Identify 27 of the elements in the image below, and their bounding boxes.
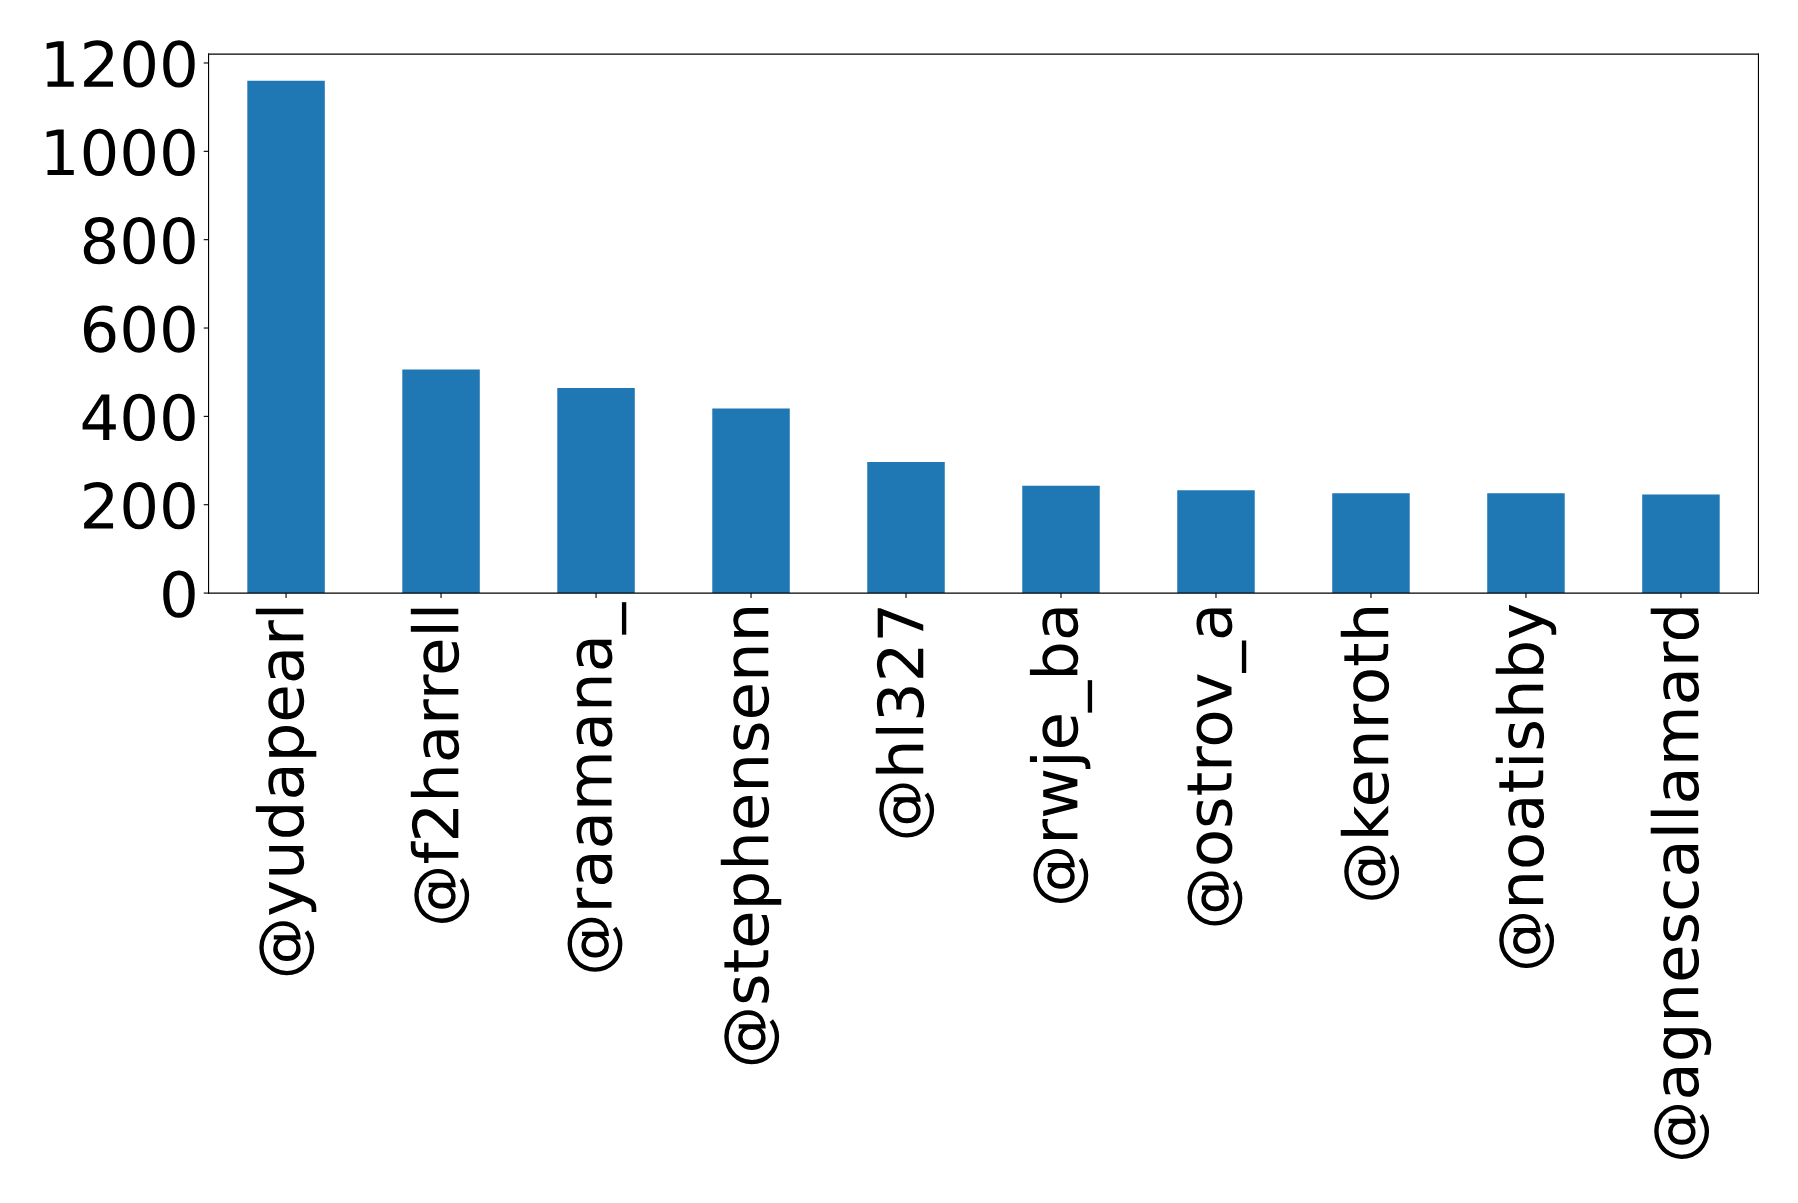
y-tick-label: 600	[83, 305, 195, 353]
bar	[402, 369, 480, 594]
x-tick-label: @rwje_ba	[1029, 608, 1093, 904]
x-tick-label: @f2harrell	[410, 608, 470, 923]
x-tick-label: @agnescallamard	[1650, 608, 1712, 1159]
y-tick-label: 1200	[46, 40, 195, 88]
bar	[557, 388, 635, 594]
x-tick-label: @stephensenn	[720, 608, 782, 1065]
bar	[1177, 490, 1255, 594]
y-tick-label: 400	[82, 393, 195, 442]
x-tick-label: @noatishby	[1495, 604, 1557, 969]
x-tick-label: @yudapearl	[255, 608, 317, 976]
x-tick-label: @hl327	[875, 608, 935, 838]
x-tick-label: @ostrov_a	[1187, 608, 1247, 926]
y-tick-label: 1000	[46, 128, 195, 176]
bar	[1642, 494, 1720, 594]
bar	[867, 461, 945, 594]
y-tick-label: 0	[163, 570, 195, 618]
bar	[1332, 493, 1410, 594]
x-tick-label: @kenroth	[1340, 608, 1400, 900]
y-tick-label: 200	[84, 482, 195, 530]
x-tick-label: @raamana_	[567, 602, 627, 972]
bar	[712, 408, 790, 594]
bar	[247, 80, 325, 594]
y-tick-label: 800	[83, 217, 195, 265]
bar	[1487, 493, 1565, 594]
bar	[1022, 485, 1100, 594]
